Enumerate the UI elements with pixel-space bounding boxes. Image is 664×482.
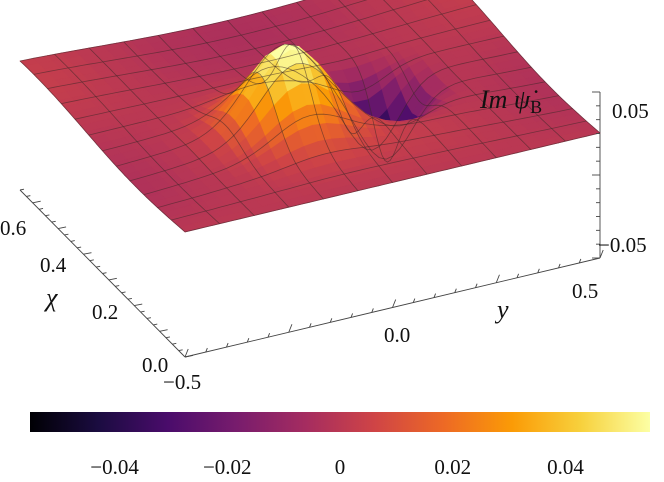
tick-mark [392, 299, 397, 308]
tick-mark [83, 252, 92, 255]
mesh-line [383, 0, 532, 150]
mesh-line [123, 41, 290, 208]
mesh-line [19, 60, 186, 233]
tick-mark [371, 308, 374, 313]
tick-mark [433, 293, 437, 298]
tick-mark [32, 200, 41, 204]
mesh-line [158, 35, 324, 200]
tick-mark [599, 249, 604, 259]
tick-mark [45, 214, 50, 217]
x-tick-label: 0.0 [142, 353, 168, 377]
x-tick-label: 0.4 [40, 253, 67, 277]
tick-mark [96, 265, 101, 268]
y-tick-label: 0.0 [384, 323, 410, 347]
mesh-line [296, 2, 462, 167]
tick-mark [121, 291, 126, 294]
tick-mark [172, 342, 177, 345]
colorbar-tick-label: −0.02 [203, 455, 252, 479]
z-tick-label: −0.05 [598, 233, 647, 257]
tick-mark [108, 277, 117, 281]
z-axis-label-main: Im ψ̇ [479, 85, 538, 114]
tick-mark [127, 297, 132, 300]
tick-mark [454, 288, 457, 293]
tick-mark [89, 259, 94, 262]
tick-mark [184, 354, 194, 358]
mesh-line [88, 47, 255, 216]
tick-mark [205, 347, 208, 353]
tick-mark [578, 258, 582, 264]
tick-mark [495, 274, 500, 283]
tick-mark [102, 272, 107, 274]
mesh-line [227, 20, 393, 183]
surface-mesh [19, 0, 601, 233]
mesh-line [261, 11, 428, 175]
z-axis-label-sub: B [530, 97, 542, 117]
tick-mark [26, 195, 31, 197]
tick-mark [309, 323, 312, 328]
colorbar-ticks: −0.04 −0.02 0 0.02 0.04 [90, 455, 584, 479]
mesh-line [54, 54, 220, 224]
tick-mark [412, 298, 416, 303]
tick-mark [329, 318, 333, 323]
tick-mark [51, 220, 56, 223]
tick-mark [38, 208, 44, 210]
z-axis-label: Im ψ̇B [479, 85, 542, 117]
tick-mark [226, 342, 229, 348]
tick-mark [475, 283, 478, 288]
x-axis-label: χ [43, 283, 58, 312]
tick-mark [153, 323, 158, 326]
colorbar-tick-label: 0 [335, 455, 346, 479]
tick-mark [537, 268, 540, 274]
tick-marks [19, 91, 604, 358]
tick-mark [146, 317, 152, 319]
tick-mark [159, 329, 168, 332]
tick-mark [516, 273, 520, 278]
y-tick-label: 0.5 [572, 279, 598, 303]
surface-faces [19, 0, 601, 233]
mesh-line [471, 0, 601, 134]
tick-mark [350, 313, 354, 318]
tick-mark [134, 303, 143, 307]
y-tick-label: −0.5 [163, 370, 201, 394]
tick-mark [64, 233, 69, 236]
tick-mark [57, 226, 67, 229]
colorbar [30, 412, 650, 432]
mesh-line [338, 0, 497, 158]
tick-mark [288, 324, 293, 333]
tick-mark [558, 263, 561, 269]
tick-mark [267, 333, 271, 338]
tick-mark [19, 188, 25, 191]
x-tick-label: 0.2 [92, 300, 118, 324]
y-axis-label: y [494, 295, 509, 324]
tick-mark [246, 337, 250, 343]
colorbar-tick-label: −0.04 [90, 455, 139, 479]
colorbar-tick-label: 0.02 [434, 455, 471, 479]
tick-mark [77, 246, 82, 249]
tick-mark [140, 310, 145, 313]
tick-mark [70, 240, 75, 242]
z-tick-label: 0.05 [612, 99, 649, 123]
tick-mark [115, 285, 120, 287]
tick-mark [165, 336, 171, 339]
x-tick-label: 0.6 [0, 216, 26, 240]
tick-mark [178, 349, 183, 352]
colorbar-tick-label: 0.04 [547, 455, 584, 479]
mesh-line [427, 0, 566, 142]
tick-mark [184, 348, 189, 358]
